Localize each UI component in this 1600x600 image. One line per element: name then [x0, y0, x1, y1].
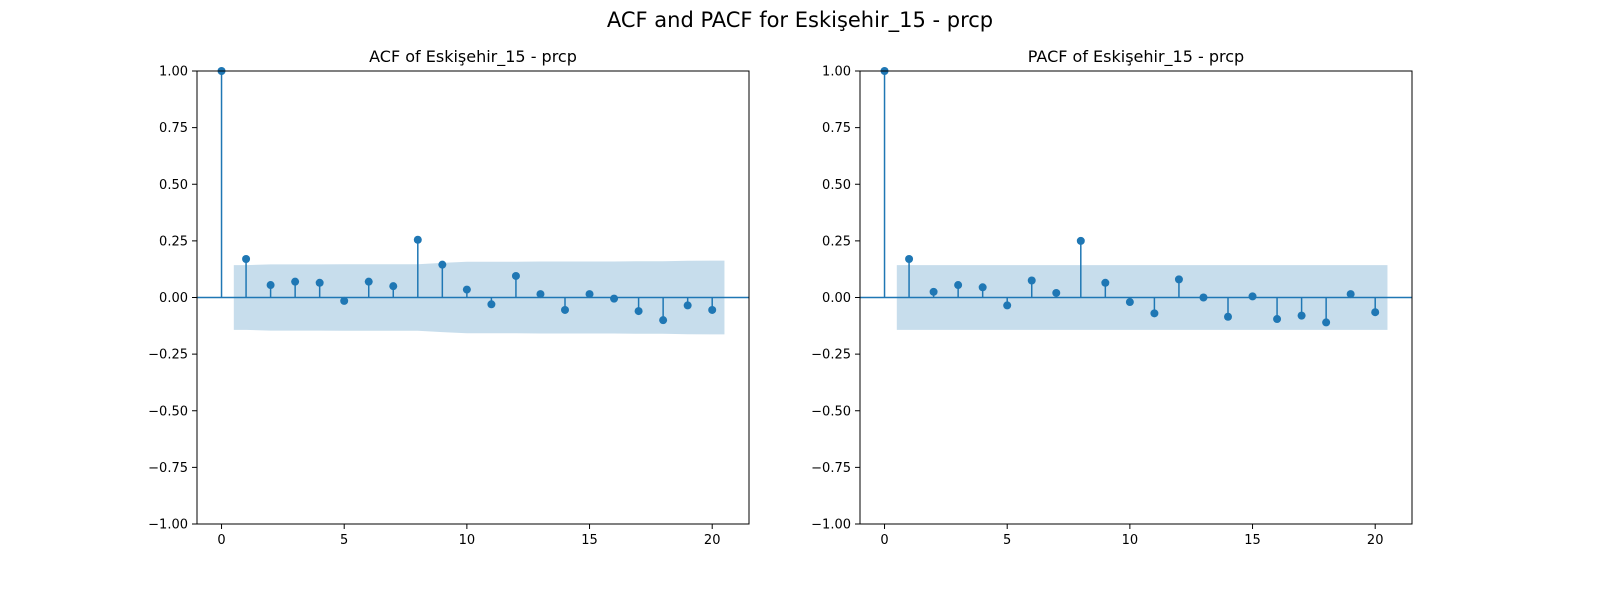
- pacf-y-tick-label: 0.75: [822, 121, 851, 136]
- acf-y-tick-label: 0.00: [159, 291, 188, 306]
- pacf-y-tick-label: 1.00: [822, 65, 851, 80]
- acf-marker-lag-15: [585, 290, 594, 299]
- pacf-marker-lag-4: [978, 283, 987, 292]
- acf-marker-lag-18: [659, 316, 668, 325]
- pacf-marker-lag-14: [1224, 312, 1232, 321]
- acf-marker-lag-14: [561, 305, 569, 314]
- acf-y-tick-label: −0.50: [148, 404, 188, 419]
- acf-marker-lag-9: [438, 260, 447, 269]
- acf-y-tick-label: 0.75: [159, 121, 188, 136]
- pacf-x-tick-label: 10: [1122, 533, 1139, 548]
- acf-marker-lag-13: [536, 290, 545, 299]
- pacf-marker-lag-20: [1371, 308, 1380, 317]
- acf-marker-lag-1: [242, 254, 251, 263]
- acf-marker-lag-3: [291, 277, 300, 286]
- pacf-x-tick-label: 5: [1003, 533, 1011, 548]
- pacf-y-tick-label: 0.50: [822, 178, 851, 193]
- pacf-panel: PACF of Eskişehir_15 - prcp 0 5 10 15 20 −1.0…: [811, 47, 1413, 548]
- acf-marker-lag-5: [340, 296, 349, 305]
- pacf-marker-lag-15: [1248, 292, 1257, 301]
- pacf-marker-lag-5: [1003, 301, 1012, 310]
- pacf-y-tick-label: −0.75: [811, 461, 851, 476]
- acf-y-tick-label: 1.00: [159, 65, 188, 80]
- acf-y-tick-label: −0.25: [148, 348, 188, 363]
- pacf-title: PACF of Eskişehir_15 - prcp: [1028, 47, 1244, 67]
- pacf-x-tick-label: 15: [1244, 533, 1261, 548]
- acf-y-tick-label: 0.25: [159, 234, 188, 249]
- acf-x-tick-label: 0: [217, 533, 225, 548]
- pacf-marker-lag-12: [1174, 275, 1183, 284]
- acf-panel: ACF of Eskişehir_15 - prcp 0 5 10 15 20 −1.00…: [148, 47, 750, 548]
- pacf-marker-lag-1: [905, 254, 914, 263]
- pacf-marker-lag-18: [1322, 318, 1331, 327]
- acf-y-tick-label: −1.00: [148, 518, 188, 533]
- pacf-marker-lag-7: [1052, 288, 1061, 297]
- pacf-marker-lag-17: [1297, 311, 1306, 320]
- pacf-y-tick-label: −0.25: [811, 348, 851, 363]
- acf-marker-lag-6: [364, 277, 373, 286]
- pacf-y-tick-label: −0.50: [811, 404, 851, 419]
- figure-suptitle: ACF and PACF for Eskişehir_15 - prcp: [607, 8, 993, 33]
- acf-marker-lag-17: [634, 307, 643, 316]
- pacf-x-tick-label: 20: [1367, 533, 1384, 548]
- pacf-y-tick-label: 0.25: [822, 234, 851, 249]
- acf-y-tick-label: −0.75: [148, 461, 188, 476]
- acf-marker-lag-19: [683, 301, 692, 310]
- pacf-marker-lag-11: [1150, 309, 1159, 318]
- acf-marker-lag-4: [315, 278, 324, 287]
- pacf-x-tick-label: 0: [880, 533, 888, 548]
- acf-marker-lag-10: [462, 285, 471, 294]
- acf-marker-lag-7: [389, 282, 398, 291]
- acf-marker-lag-11: [487, 300, 496, 309]
- pacf-marker-lag-3: [954, 281, 963, 290]
- acf-marker-lag-20: [708, 305, 717, 314]
- pacf-marker-lag-6: [1027, 276, 1036, 285]
- pacf-marker-lag-19: [1346, 290, 1355, 299]
- pacf-y-tick-label: 0.00: [822, 291, 851, 306]
- pacf-marker-lag-9: [1101, 278, 1110, 287]
- acf-x-tick-label: 5: [340, 533, 348, 548]
- acf-y-tick-label: 0.50: [159, 178, 188, 193]
- acf-marker-lag-12: [511, 271, 520, 280]
- pacf-marker-lag-8: [1076, 236, 1085, 245]
- pacf-y-tick-label: −1.00: [811, 518, 851, 533]
- acf-marker-lag-8: [413, 235, 422, 244]
- acf-x-tick-label: 20: [704, 533, 721, 548]
- acf-marker-lag-2: [266, 281, 275, 290]
- acf-x-tick-label: 10: [459, 533, 476, 548]
- pacf-marker-lag-10: [1125, 298, 1134, 307]
- pacf-marker-lag-16: [1273, 315, 1282, 324]
- acf-title: ACF of Eskişehir_15 - prcp: [369, 47, 577, 67]
- acf-marker-lag-16: [610, 294, 619, 303]
- acf-x-tick-label: 15: [581, 533, 598, 548]
- pacf-marker-lag-2: [929, 287, 938, 296]
